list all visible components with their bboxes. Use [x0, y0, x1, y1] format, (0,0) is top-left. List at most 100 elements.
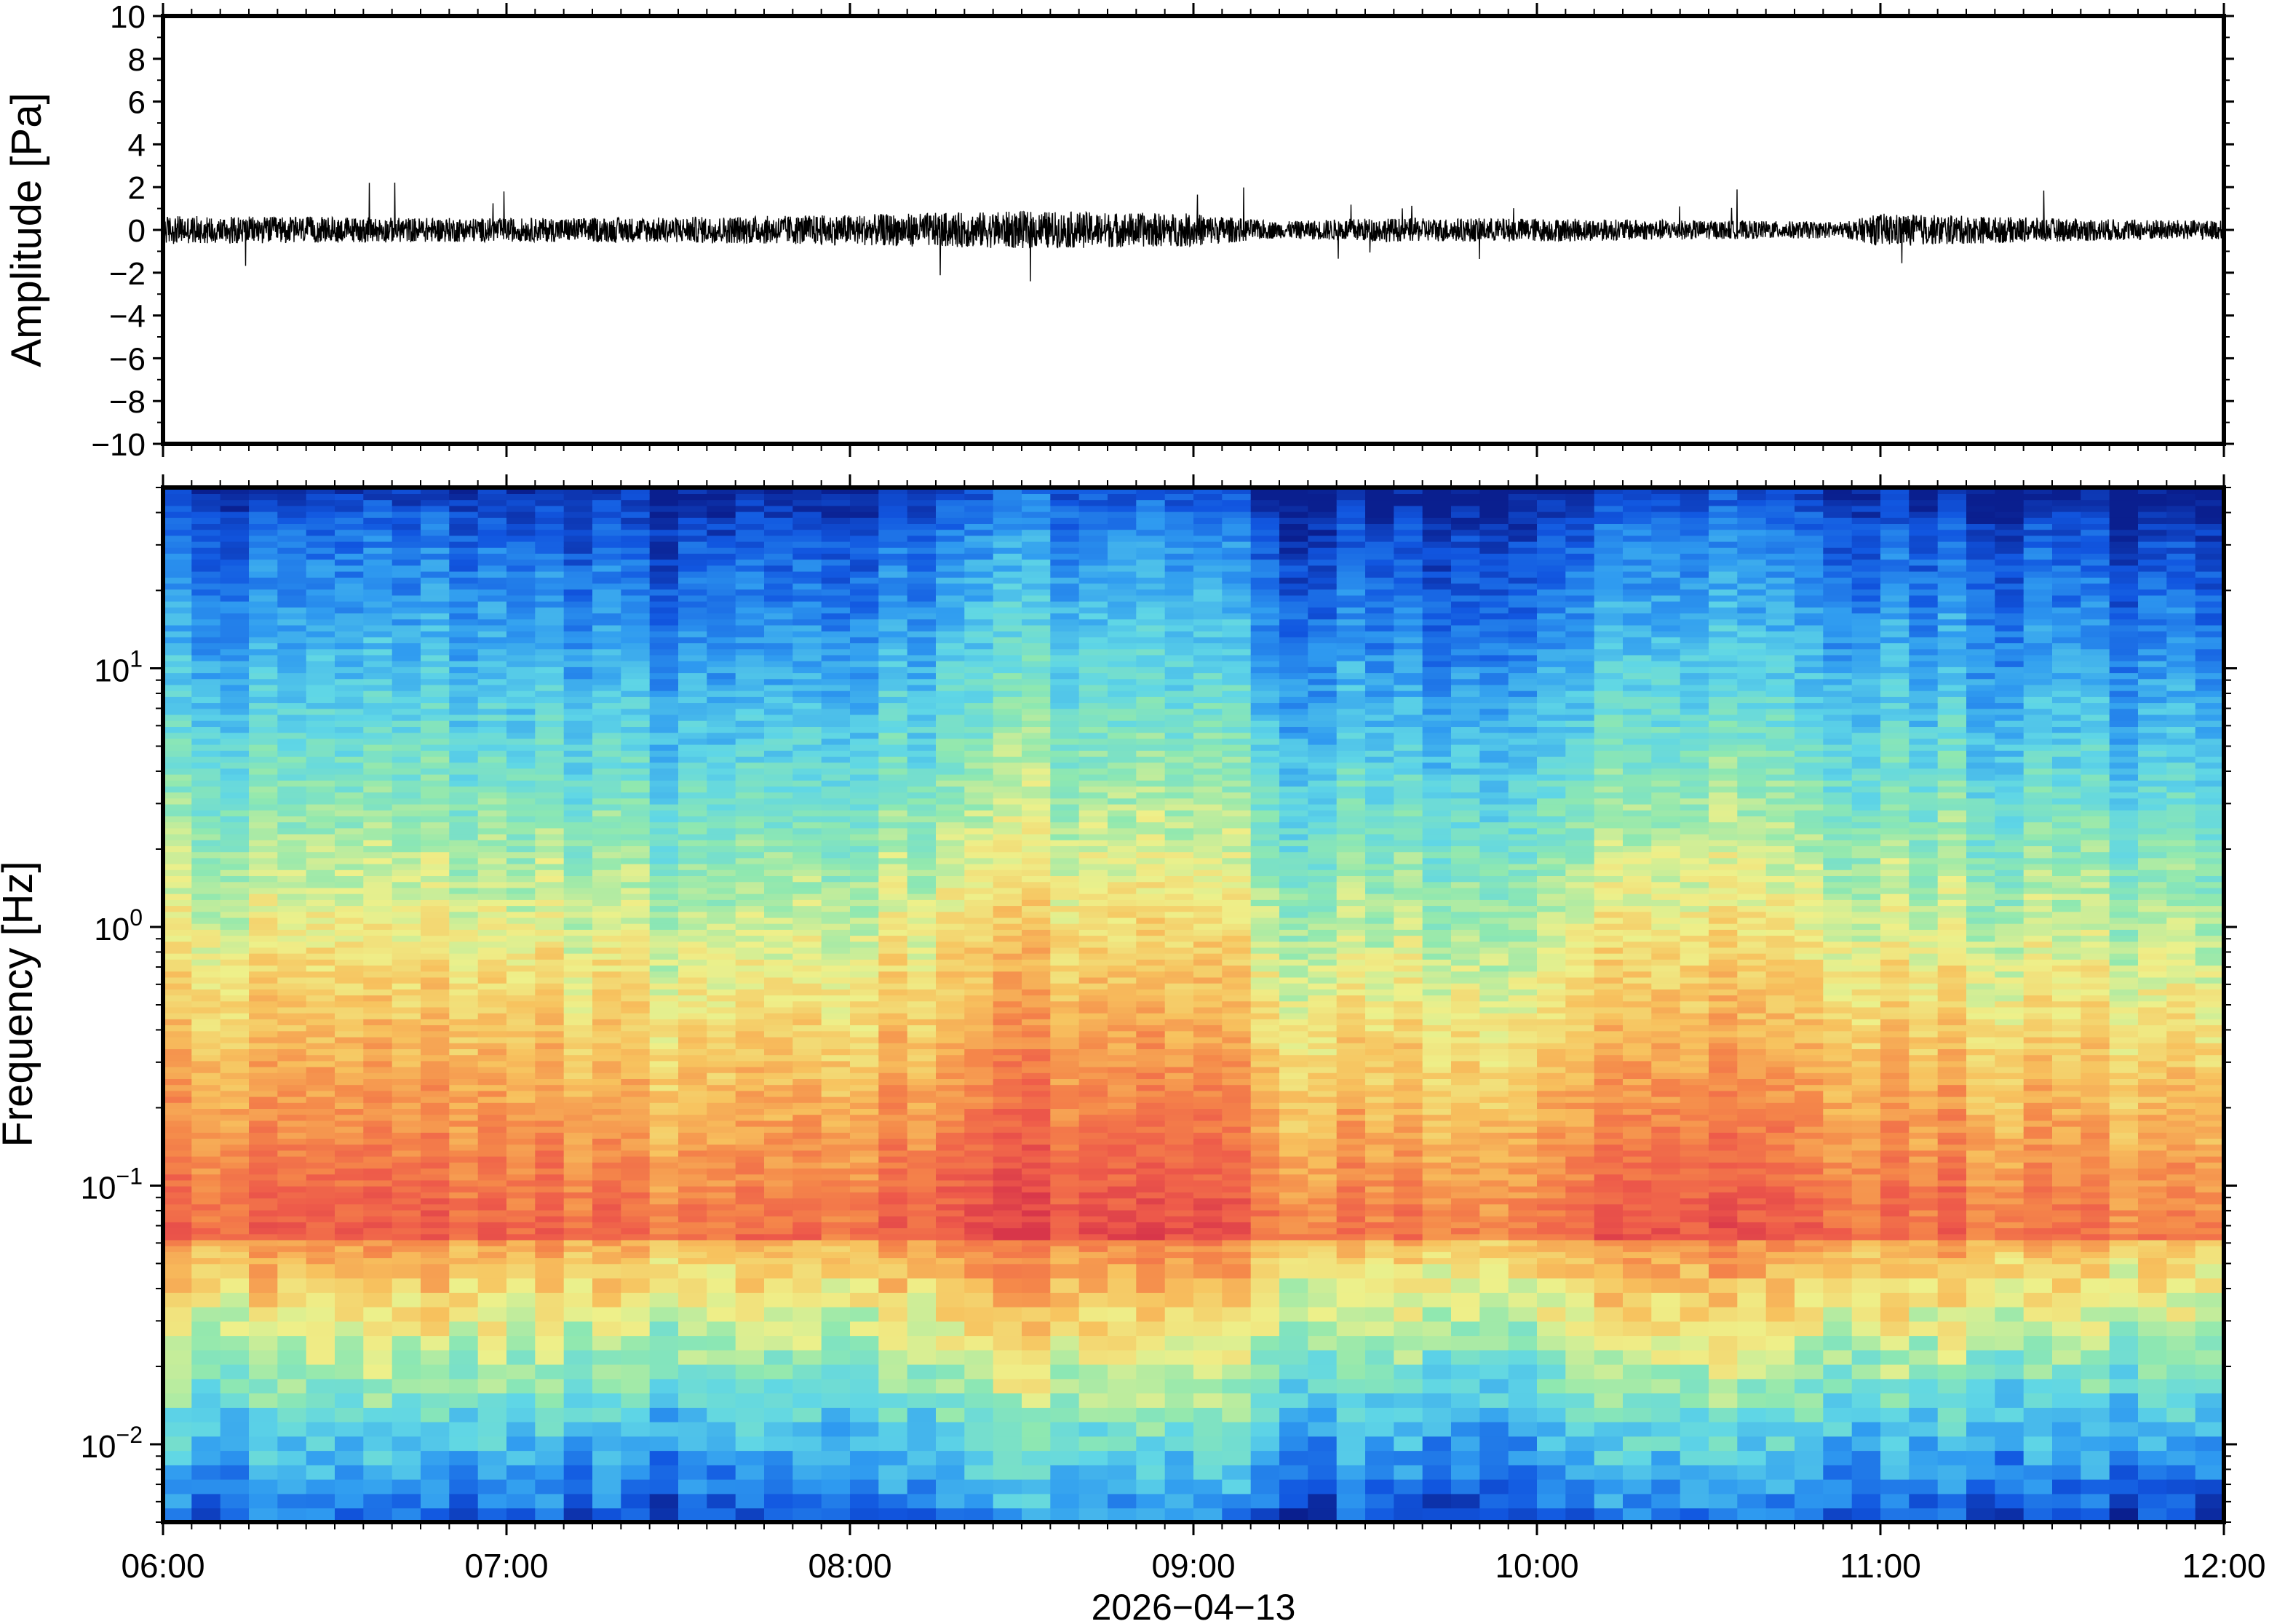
spectrogram-cell: [535, 1233, 565, 1241]
spectrogram-cell: [621, 666, 651, 674]
spectrogram-cell: [306, 1233, 335, 1241]
spectrogram-cell: [1022, 1048, 1052, 1056]
spectrogram-cell: [563, 1043, 593, 1049]
spectrogram-cell: [392, 570, 421, 578]
spectrogram-cell: [249, 1393, 279, 1408]
spectrogram-cell: [249, 893, 279, 900]
spectrogram-cell: [220, 1321, 250, 1337]
spectrogram-cell: [220, 1421, 250, 1437]
spectrogram-cell: [878, 648, 908, 656]
spectrogram-cell: [392, 1072, 421, 1079]
spectrogram-cell: [878, 720, 908, 727]
spectrogram-cell: [821, 613, 851, 620]
spectrogram-cell: [878, 971, 908, 978]
spectrogram-cell: [506, 1393, 536, 1408]
spectrogram-cell: [1050, 1364, 1080, 1380]
spectrogram-cell: [449, 995, 479, 1002]
spectrogram-cell: [592, 726, 622, 733]
spectrogram-cell: [707, 965, 736, 972]
spectrogram-cell: [907, 637, 937, 644]
spectrogram-cell: [421, 762, 450, 769]
spectrogram-cell: [850, 1084, 880, 1091]
spectrogram-cell: [621, 559, 651, 566]
spectrogram-cell: [392, 1084, 421, 1091]
spectrogram-cell: [535, 1465, 565, 1480]
spectrogram-cell: [735, 613, 765, 620]
spectrogram-cell: [649, 792, 679, 799]
spectrogram-cell: [535, 845, 565, 853]
spectrogram-cell: [249, 720, 279, 727]
spectrogram-cell: [191, 1174, 221, 1181]
spectrogram-cell: [907, 989, 937, 996]
spectrogram-cell: [735, 917, 765, 924]
spectrogram-cell: [392, 642, 421, 650]
spectrogram-cell: [249, 1084, 279, 1091]
spectrogram-cell: [477, 684, 507, 691]
spectrogram-cell: [421, 851, 450, 859]
spectrogram-cell: [707, 517, 736, 524]
spectrogram-cell: [621, 1209, 651, 1217]
spectrogram-cell: [249, 1350, 279, 1365]
spectrogram-cell: [249, 810, 279, 816]
spectrogram-cell: [592, 1321, 622, 1337]
spectrogram-cell: [449, 600, 479, 608]
spectrogram-cell: [363, 797, 393, 805]
spectrogram-cell: [964, 1150, 994, 1157]
spectrogram-cell: [1022, 1162, 1052, 1169]
spectrogram-cell: [735, 1162, 765, 1169]
spectrogram-cell: [764, 517, 794, 524]
spectrogram-cell: [563, 738, 593, 745]
spectrogram-cell: [621, 1203, 651, 1211]
spectrogram-cell: [449, 1072, 479, 1079]
spectrogram-cell: [1078, 1251, 1108, 1259]
spectrogram-cell: [792, 810, 822, 816]
spectrogram-cell: [907, 1132, 937, 1139]
spectrogram-cell: [477, 726, 507, 733]
spectrogram-cell: [363, 672, 393, 680]
spectrogram-cell: [592, 1150, 622, 1157]
spectrogram-cell: [477, 1072, 507, 1079]
spectrogram-cell: [821, 816, 851, 823]
spectrogram-cell: [249, 905, 279, 912]
spectrogram-cell: [563, 965, 593, 972]
spectrogram-cell: [277, 1078, 307, 1086]
spectrogram-cell: [1050, 732, 1080, 739]
spectrogram-cell: [220, 732, 250, 739]
spectrogram-cell: [592, 768, 622, 775]
spectrogram-cell: [850, 600, 880, 608]
spectrogram-cell: [1078, 1407, 1108, 1422]
spectrogram-cell: [1022, 762, 1052, 769]
spectrogram-cell: [163, 1263, 193, 1279]
spectrogram-cell: [707, 744, 736, 751]
spectrogram-cell: [993, 941, 1022, 948]
spectrogram-cell: [506, 654, 536, 661]
spectrogram-cell: [878, 1350, 908, 1365]
spectrogram-cell: [993, 1508, 1022, 1522]
spectrogram-cell: [191, 1043, 221, 1049]
spectrogram-cell: [277, 613, 307, 620]
spectrogram-cell: [649, 1209, 679, 1217]
spectrogram-cell: [964, 1144, 994, 1151]
spectrogram-cell: [678, 553, 708, 560]
spectrogram-cell: [249, 505, 279, 512]
spectrogram-cell: [163, 797, 193, 805]
spectrogram-cell: [850, 947, 880, 954]
spectrogram-cell: [907, 559, 937, 566]
spectrogram-cell: [878, 1012, 908, 1019]
spectrogram-cell: [335, 1030, 365, 1038]
spectrogram-cell: [392, 875, 421, 883]
spectrogram-cell: [621, 797, 651, 805]
spectrogram-cell: [477, 642, 507, 650]
spectrogram-cell: [821, 1378, 851, 1394]
spectrogram-cell: [363, 529, 393, 536]
spectrogram-cell: [191, 1054, 221, 1062]
spectrogram-cell: [1022, 887, 1052, 894]
spectrogram-cell: [735, 952, 765, 960]
spectrogram-cell: [707, 1006, 736, 1014]
spectrogram-cell: [449, 833, 479, 840]
spectrogram-cell: [764, 654, 794, 661]
spectrogram-cell: [477, 1162, 507, 1169]
spectrogram-cell: [707, 1493, 736, 1509]
spectrogram-cell: [1078, 1478, 1108, 1494]
spectrogram-cell: [678, 523, 708, 530]
